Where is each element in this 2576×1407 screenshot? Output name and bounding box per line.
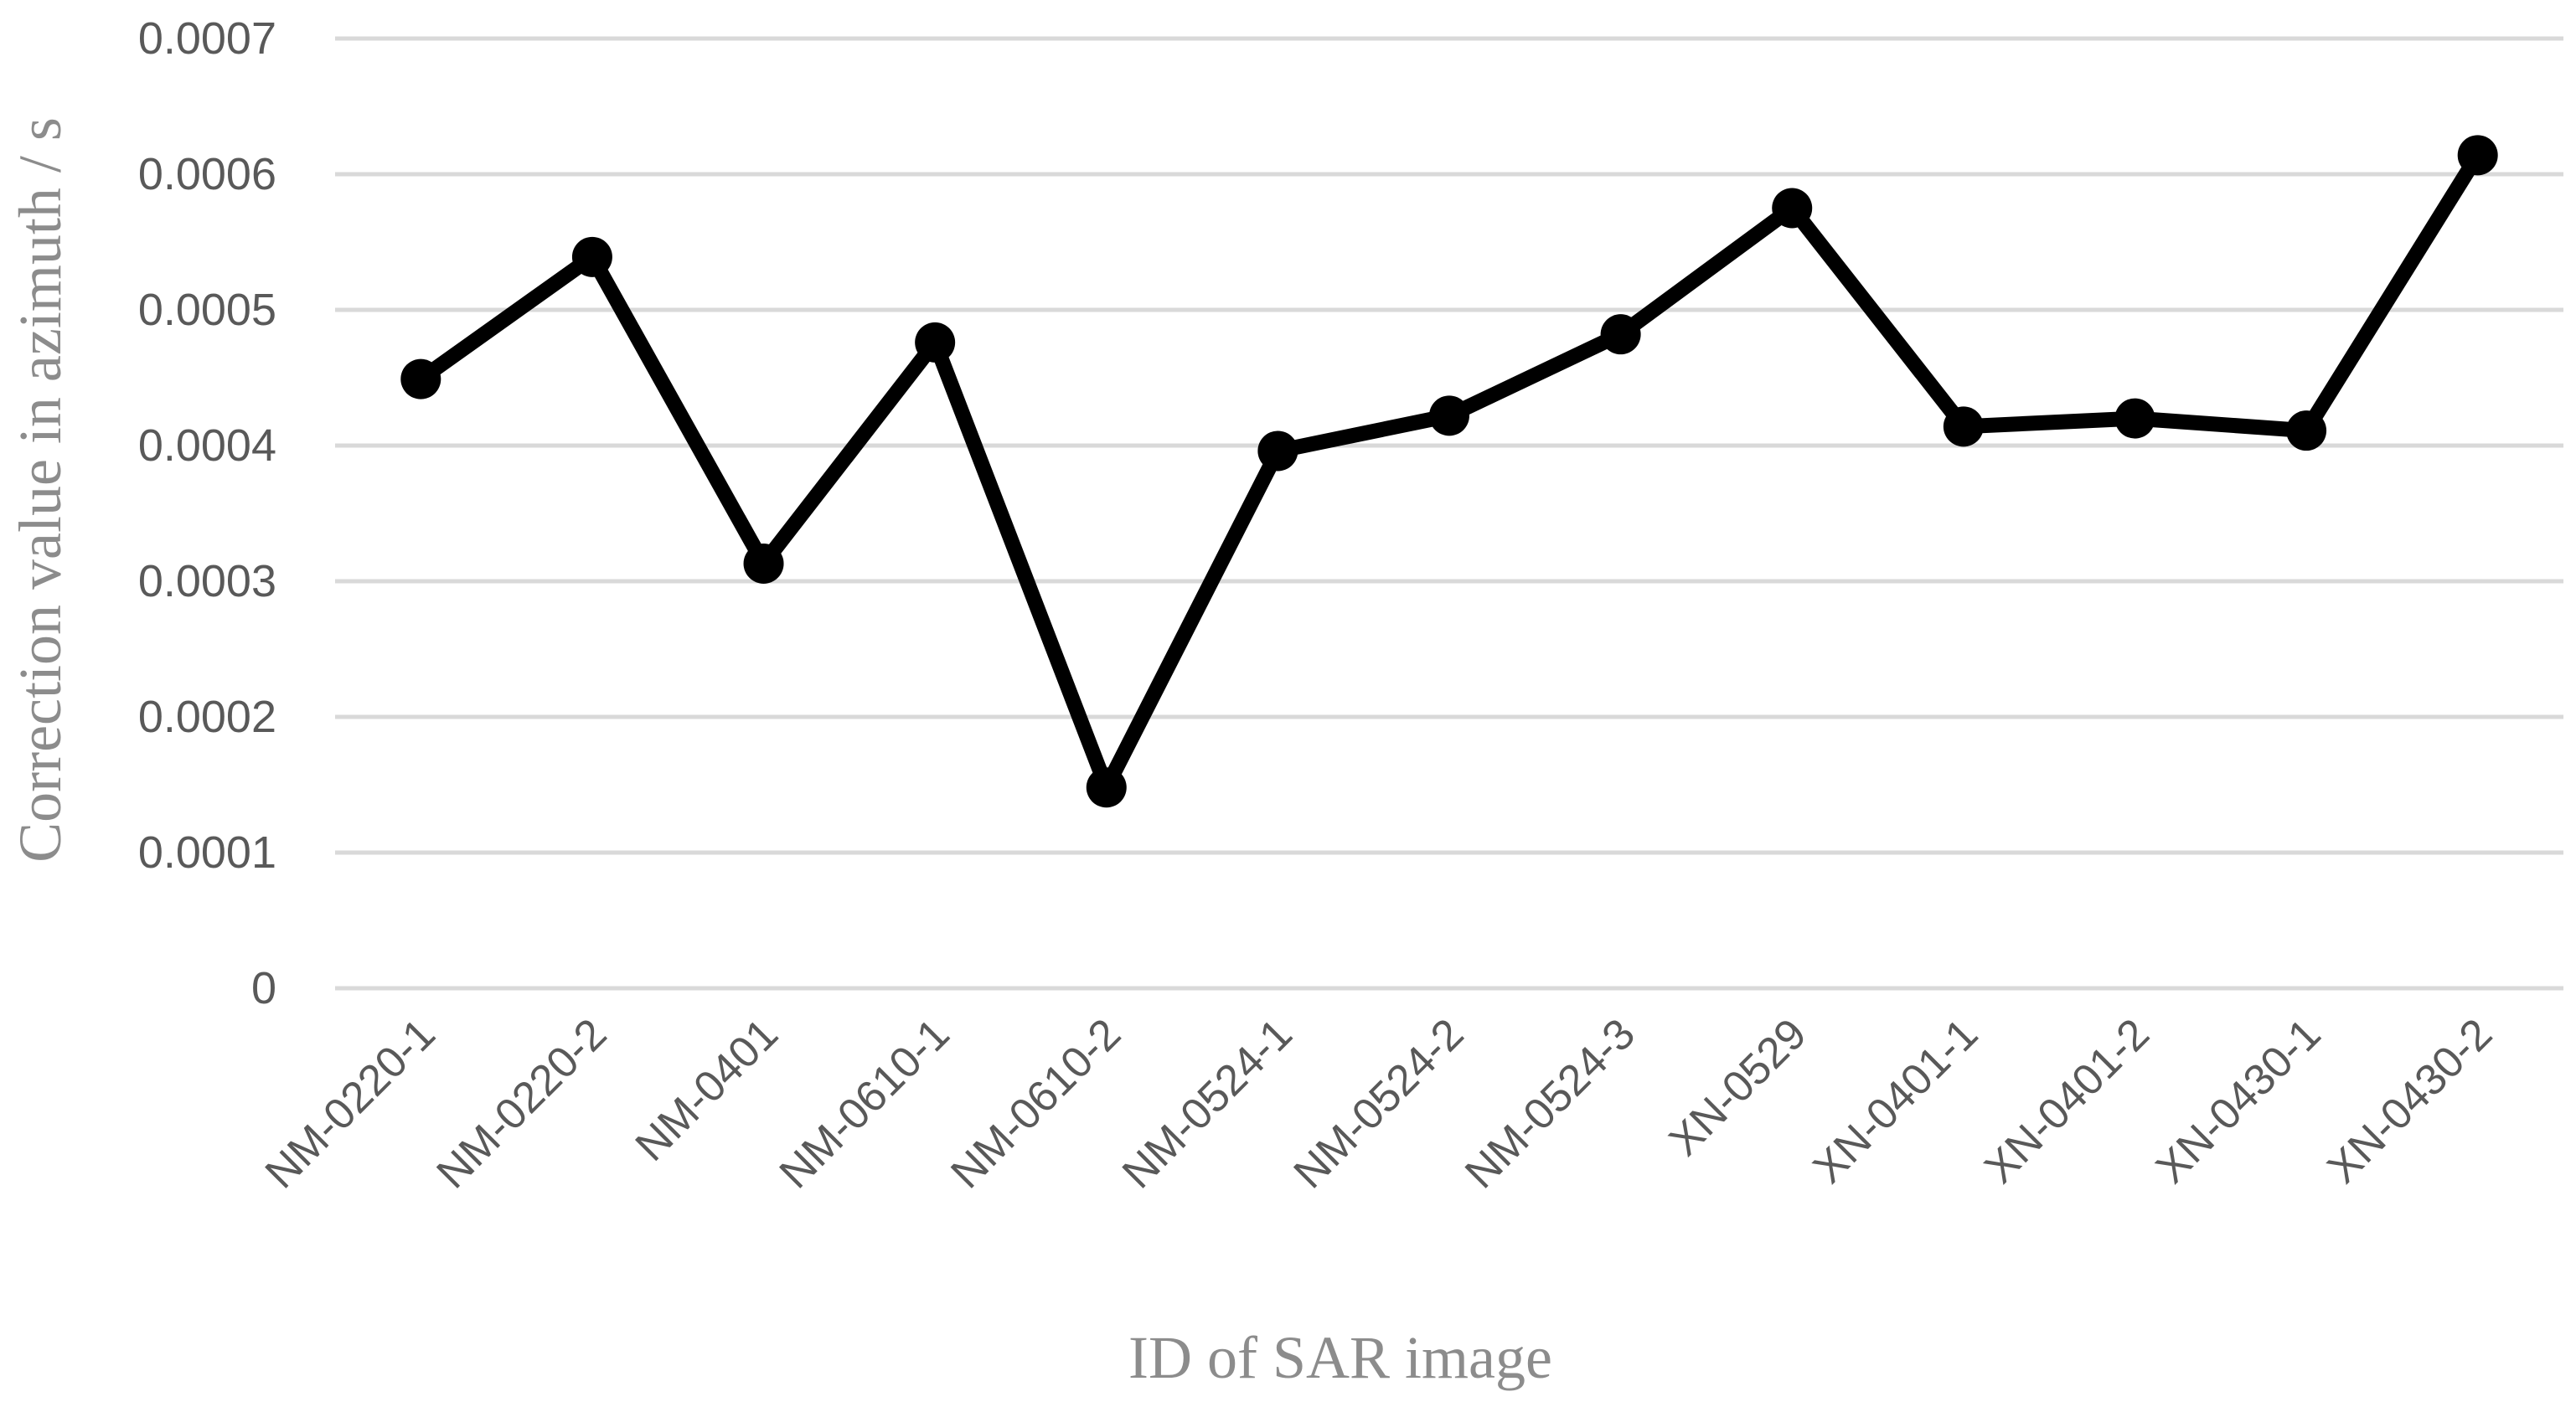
x-tick-label: XN-0430-1 bbox=[2147, 1009, 2331, 1193]
data-point bbox=[2457, 135, 2498, 176]
x-tick-label: NM-0220-1 bbox=[256, 1009, 445, 1198]
x-tick-label: NM-0524-1 bbox=[1113, 1009, 1302, 1198]
y-axis-title: Correction value in azimuth / s bbox=[7, 117, 74, 863]
y-tick-label: 0.0001 bbox=[138, 827, 276, 878]
y-tick-label: 0.0006 bbox=[138, 149, 276, 199]
y-tick-label: 0 bbox=[251, 963, 276, 1013]
series-line bbox=[413, 147, 2486, 796]
data-point bbox=[2286, 410, 2327, 451]
x-tick-label: XN-0529 bbox=[1660, 1009, 1816, 1165]
data-point bbox=[743, 543, 784, 584]
x-tick-label: NM-0524-3 bbox=[1456, 1009, 1644, 1198]
y-tick-label: 0.0007 bbox=[138, 13, 276, 64]
data-point bbox=[571, 236, 612, 277]
data-point bbox=[1257, 430, 1298, 472]
data-point bbox=[1943, 406, 1984, 447]
data-point bbox=[1772, 188, 1813, 229]
data-point bbox=[2114, 398, 2155, 439]
x-tick-label: NM-0401 bbox=[627, 1009, 787, 1170]
series-layer bbox=[400, 135, 2498, 808]
y-tick-label: 0.0002 bbox=[138, 692, 276, 742]
data-point bbox=[1086, 767, 1127, 808]
x-axis-title: ID of SAR image bbox=[1128, 1324, 1552, 1391]
y-tick-label: 0.0004 bbox=[138, 420, 276, 471]
gridlines bbox=[335, 36, 2563, 991]
x-tick-label: NM-0610-2 bbox=[942, 1009, 1130, 1198]
data-point bbox=[1600, 314, 1641, 355]
x-tick-label: NM-0220-2 bbox=[427, 1009, 616, 1198]
data-point bbox=[400, 358, 441, 399]
data-point bbox=[915, 322, 956, 363]
x-tick-label: NM-0524-2 bbox=[1285, 1009, 1474, 1198]
x-tick-label: XN-0401-2 bbox=[1975, 1009, 2159, 1193]
x-tick-labels: NM-0220-1NM-0220-2 NM-0401NM-0610-1NM-061… bbox=[256, 1009, 2501, 1198]
x-tick-label: NM-0610-1 bbox=[771, 1009, 959, 1198]
y-tick-label: 0.0005 bbox=[138, 285, 276, 335]
data-point bbox=[1429, 395, 1469, 436]
y-tick-label: 0.0003 bbox=[138, 556, 276, 606]
x-tick-label: XN-0401-1 bbox=[1804, 1009, 1988, 1193]
x-tick-label: XN-0430-2 bbox=[2318, 1009, 2501, 1193]
y-tick-labels: 0 0.0001 0.0002 0.0003 0.0004 0.0005 0.0006 0.0… bbox=[138, 13, 276, 1013]
